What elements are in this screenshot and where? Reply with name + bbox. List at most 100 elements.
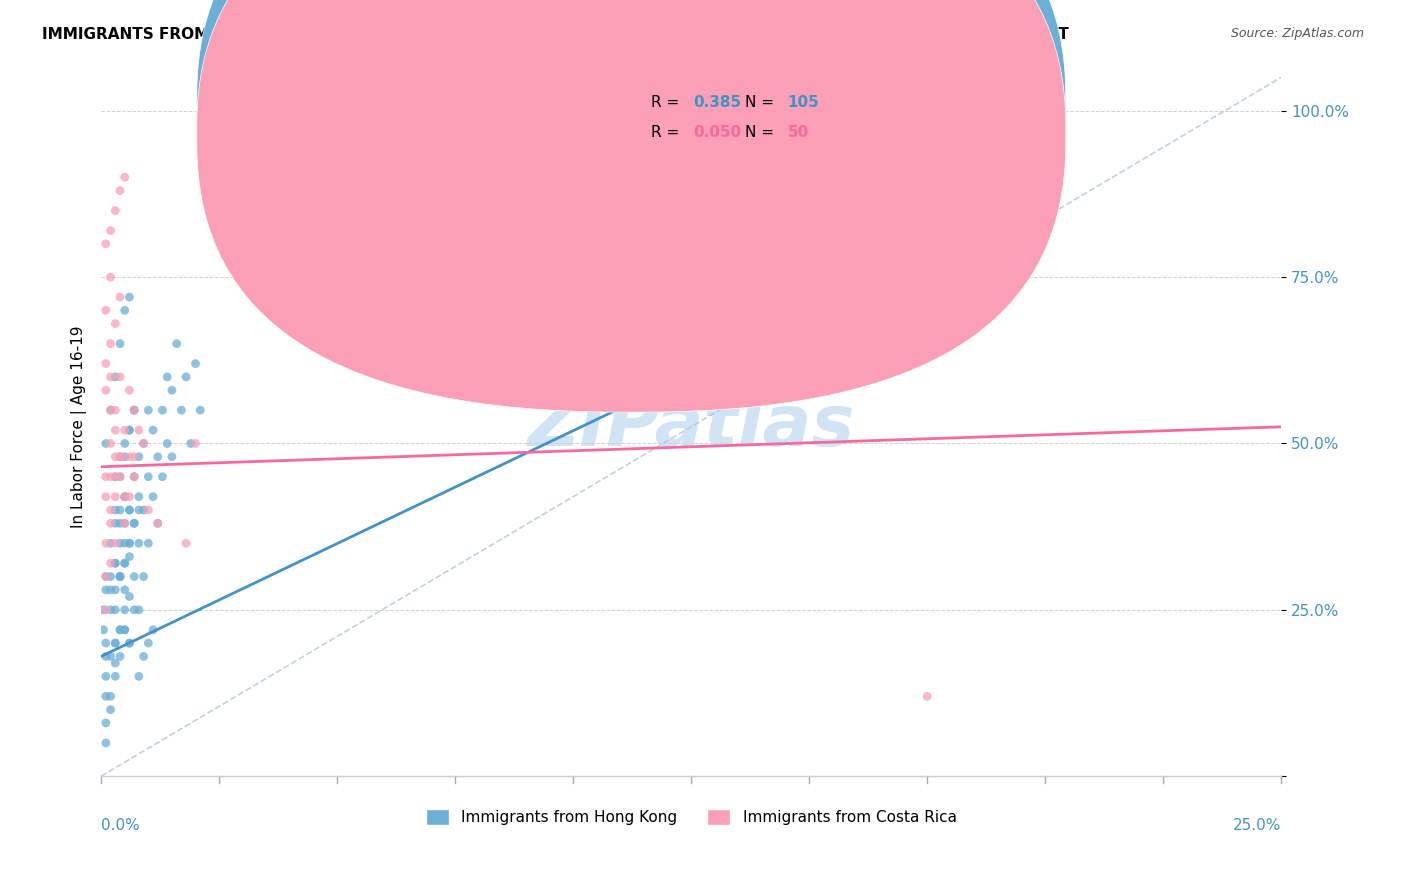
Point bbox=[108, 649, 131, 664]
Point bbox=[160, 383, 183, 397]
Point bbox=[114, 516, 136, 531]
Point bbox=[152, 403, 174, 417]
Text: R =: R = bbox=[651, 95, 685, 110]
Point bbox=[108, 184, 131, 198]
Point bbox=[94, 603, 117, 617]
Point bbox=[114, 623, 136, 637]
Point bbox=[184, 436, 207, 450]
Point bbox=[94, 536, 117, 550]
Point bbox=[108, 450, 131, 464]
Point bbox=[122, 403, 145, 417]
Point bbox=[108, 516, 131, 531]
Point bbox=[100, 569, 122, 583]
Point bbox=[128, 490, 150, 504]
Point bbox=[114, 303, 136, 318]
Point bbox=[94, 469, 117, 483]
Point bbox=[108, 370, 131, 384]
Point bbox=[104, 516, 127, 531]
Point bbox=[122, 403, 145, 417]
Text: ZIPatlas: ZIPatlas bbox=[527, 392, 855, 461]
Point bbox=[136, 403, 159, 417]
Point bbox=[118, 450, 141, 464]
Point bbox=[128, 536, 150, 550]
Point bbox=[118, 423, 141, 437]
Point bbox=[108, 623, 131, 637]
Point bbox=[104, 423, 127, 437]
Point bbox=[94, 669, 117, 683]
Point bbox=[114, 516, 136, 531]
Point bbox=[94, 715, 117, 730]
Point bbox=[114, 556, 136, 570]
Point bbox=[114, 536, 136, 550]
Point bbox=[136, 503, 159, 517]
Point bbox=[100, 469, 122, 483]
Point bbox=[118, 383, 141, 397]
Point bbox=[94, 582, 117, 597]
Point bbox=[94, 236, 117, 251]
Point bbox=[128, 450, 150, 464]
Point bbox=[188, 403, 211, 417]
Point bbox=[118, 503, 141, 517]
Text: 50: 50 bbox=[787, 125, 808, 139]
Point bbox=[108, 336, 131, 351]
Point bbox=[142, 490, 165, 504]
Point bbox=[118, 636, 141, 650]
Point bbox=[104, 469, 127, 483]
Point bbox=[118, 423, 141, 437]
Text: 0.385: 0.385 bbox=[693, 95, 741, 110]
Text: IMMIGRANTS FROM HONG KONG VS IMMIGRANTS FROM COSTA RICA IN LABOR FORCE | AGE 16-: IMMIGRANTS FROM HONG KONG VS IMMIGRANTS … bbox=[42, 27, 1069, 43]
Point bbox=[100, 703, 122, 717]
Legend: Immigrants from Hong Kong, Immigrants from Costa Rica: Immigrants from Hong Kong, Immigrants fr… bbox=[419, 803, 963, 831]
Point bbox=[108, 450, 131, 464]
Point bbox=[114, 490, 136, 504]
Point bbox=[104, 556, 127, 570]
Point bbox=[108, 469, 131, 483]
Point bbox=[94, 736, 117, 750]
Point bbox=[114, 582, 136, 597]
Point bbox=[156, 370, 179, 384]
Point bbox=[122, 469, 145, 483]
Point bbox=[184, 357, 207, 371]
Point bbox=[104, 636, 127, 650]
Point bbox=[104, 636, 127, 650]
Point bbox=[108, 569, 131, 583]
Point bbox=[94, 357, 117, 371]
Point bbox=[104, 603, 127, 617]
Point bbox=[100, 503, 122, 517]
Point bbox=[100, 536, 122, 550]
Point bbox=[146, 516, 169, 531]
Point bbox=[94, 649, 117, 664]
Point bbox=[104, 370, 127, 384]
Y-axis label: In Labor Force | Age 16-19: In Labor Force | Age 16-19 bbox=[72, 326, 87, 528]
Point bbox=[104, 403, 127, 417]
Point bbox=[118, 636, 141, 650]
Text: 25.0%: 25.0% bbox=[1233, 818, 1281, 833]
Point bbox=[122, 403, 145, 417]
Point bbox=[128, 603, 150, 617]
Point bbox=[142, 623, 165, 637]
Point bbox=[146, 516, 169, 531]
Point bbox=[108, 569, 131, 583]
Point bbox=[118, 536, 141, 550]
Point bbox=[108, 450, 131, 464]
Point bbox=[122, 469, 145, 483]
Point bbox=[104, 317, 127, 331]
Point bbox=[100, 270, 122, 285]
Point bbox=[114, 603, 136, 617]
Text: 0.0%: 0.0% bbox=[101, 818, 139, 833]
Point bbox=[122, 516, 145, 531]
Point bbox=[118, 503, 141, 517]
Point bbox=[100, 516, 122, 531]
Text: 0.050: 0.050 bbox=[693, 125, 741, 139]
Point bbox=[174, 370, 197, 384]
Point bbox=[118, 290, 141, 304]
Point bbox=[118, 536, 141, 550]
Text: R =: R = bbox=[651, 125, 685, 139]
Point bbox=[180, 436, 202, 450]
Point bbox=[108, 623, 131, 637]
Point bbox=[104, 490, 127, 504]
Point bbox=[128, 669, 150, 683]
Point bbox=[136, 636, 159, 650]
Point bbox=[100, 436, 122, 450]
Point bbox=[94, 690, 117, 704]
